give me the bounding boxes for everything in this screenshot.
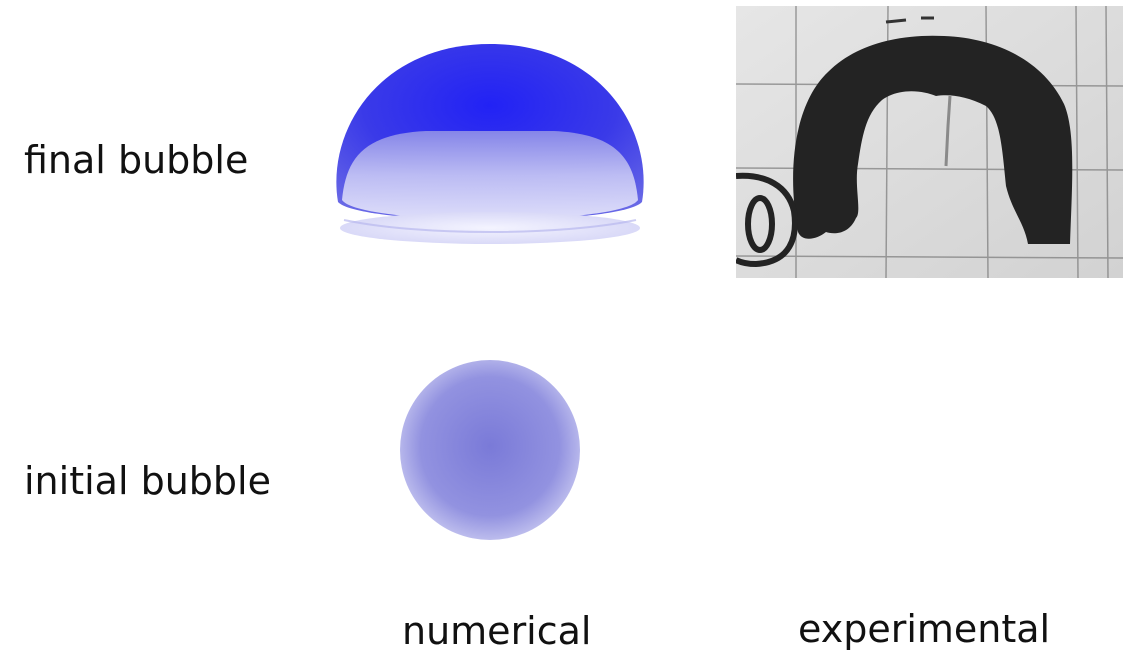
numerical-initial-bubble — [390, 350, 590, 550]
numerical-final-bubble — [320, 30, 660, 255]
cap-inner-surface — [342, 131, 638, 220]
experimental-photo — [736, 6, 1123, 278]
column-label-experimental: experimental — [798, 610, 1050, 648]
column-label-numerical: numerical — [402, 612, 591, 650]
row-label-initial-bubble: initial bubble — [24, 462, 271, 500]
cap-base — [340, 212, 640, 244]
row-label-final-bubble: final bubble — [24, 141, 248, 179]
